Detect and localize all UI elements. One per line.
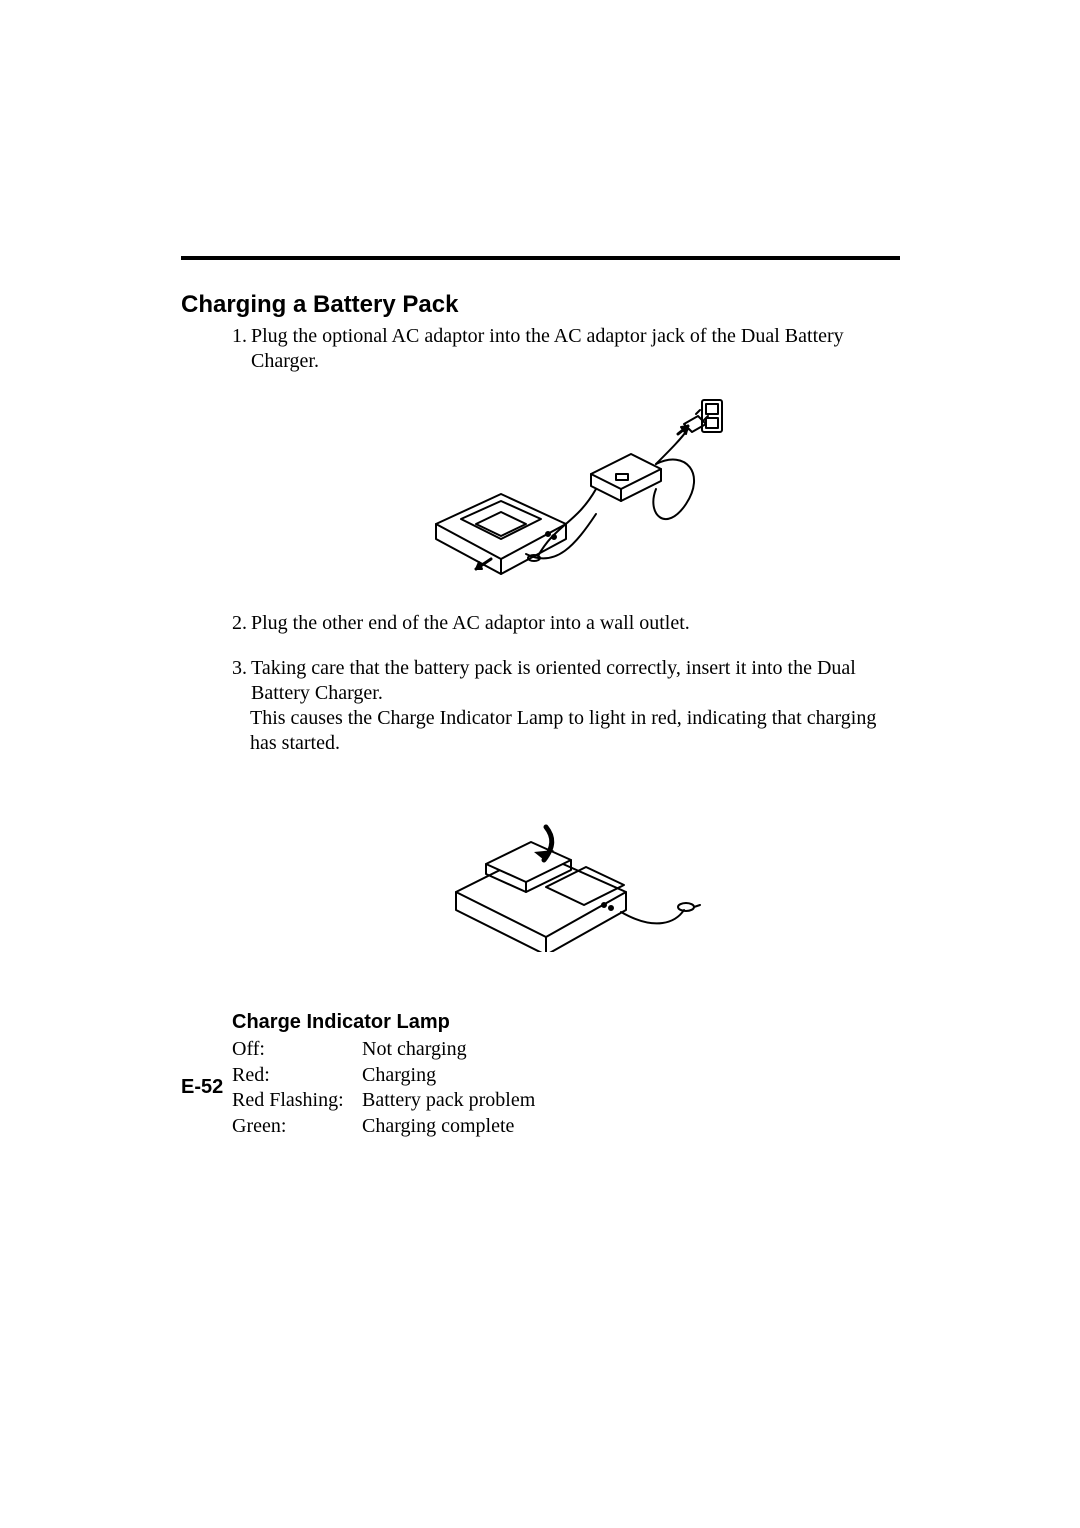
manual-page: Charging a Battery Pack 1. Plug the opti… bbox=[0, 0, 1080, 1528]
figure-1 bbox=[232, 394, 900, 579]
step-number: 3. bbox=[232, 656, 247, 681]
step-1: 1. Plug the optional AC adaptor into the… bbox=[232, 324, 900, 374]
lamp-row: Red: Charging bbox=[232, 1063, 900, 1089]
step-text: Plug the other end of the AC adaptor int… bbox=[251, 611, 900, 636]
step-2: 2. Plug the other end of the AC adaptor … bbox=[232, 611, 900, 636]
figure-2 bbox=[232, 792, 900, 952]
step-number: 2. bbox=[232, 611, 247, 636]
page-number: E-52 bbox=[181, 1076, 223, 1099]
section-title: Charging a Battery Pack bbox=[181, 291, 458, 319]
insert-battery-icon bbox=[426, 792, 706, 952]
lamp-value: Charging bbox=[362, 1063, 900, 1089]
content-block: 1. Plug the optional AC adaptor into the… bbox=[232, 324, 900, 1139]
charger-adaptor-outlet-icon bbox=[406, 394, 726, 579]
lamp-value: Battery pack problem bbox=[362, 1088, 900, 1114]
lamp-row: Red Flashing: Battery pack problem bbox=[232, 1088, 900, 1114]
lamp-value: Not charging bbox=[362, 1037, 900, 1063]
step-number: 1. bbox=[232, 324, 247, 349]
lamp-label: Red Flashing: bbox=[232, 1088, 362, 1114]
lamp-table: Off: Not charging Red: Charging Red Flas… bbox=[232, 1037, 900, 1139]
step-text: Plug the optional AC adaptor into the AC… bbox=[251, 324, 900, 374]
lamp-label: Green: bbox=[232, 1114, 362, 1140]
step-3: 3. Taking care that the battery pack is … bbox=[232, 656, 900, 706]
lamp-heading: Charge Indicator Lamp bbox=[232, 1010, 900, 1035]
lamp-row: Green: Charging complete bbox=[232, 1114, 900, 1140]
lamp-row: Off: Not charging bbox=[232, 1037, 900, 1063]
lamp-label: Off: bbox=[232, 1037, 362, 1063]
top-rule bbox=[181, 256, 900, 260]
lamp-value: Charging complete bbox=[362, 1114, 900, 1140]
step-3-note: This causes the Charge Indicator Lamp to… bbox=[232, 706, 900, 756]
lamp-label: Red: bbox=[232, 1063, 362, 1089]
step-text: Taking care that the battery pack is ori… bbox=[251, 656, 900, 706]
